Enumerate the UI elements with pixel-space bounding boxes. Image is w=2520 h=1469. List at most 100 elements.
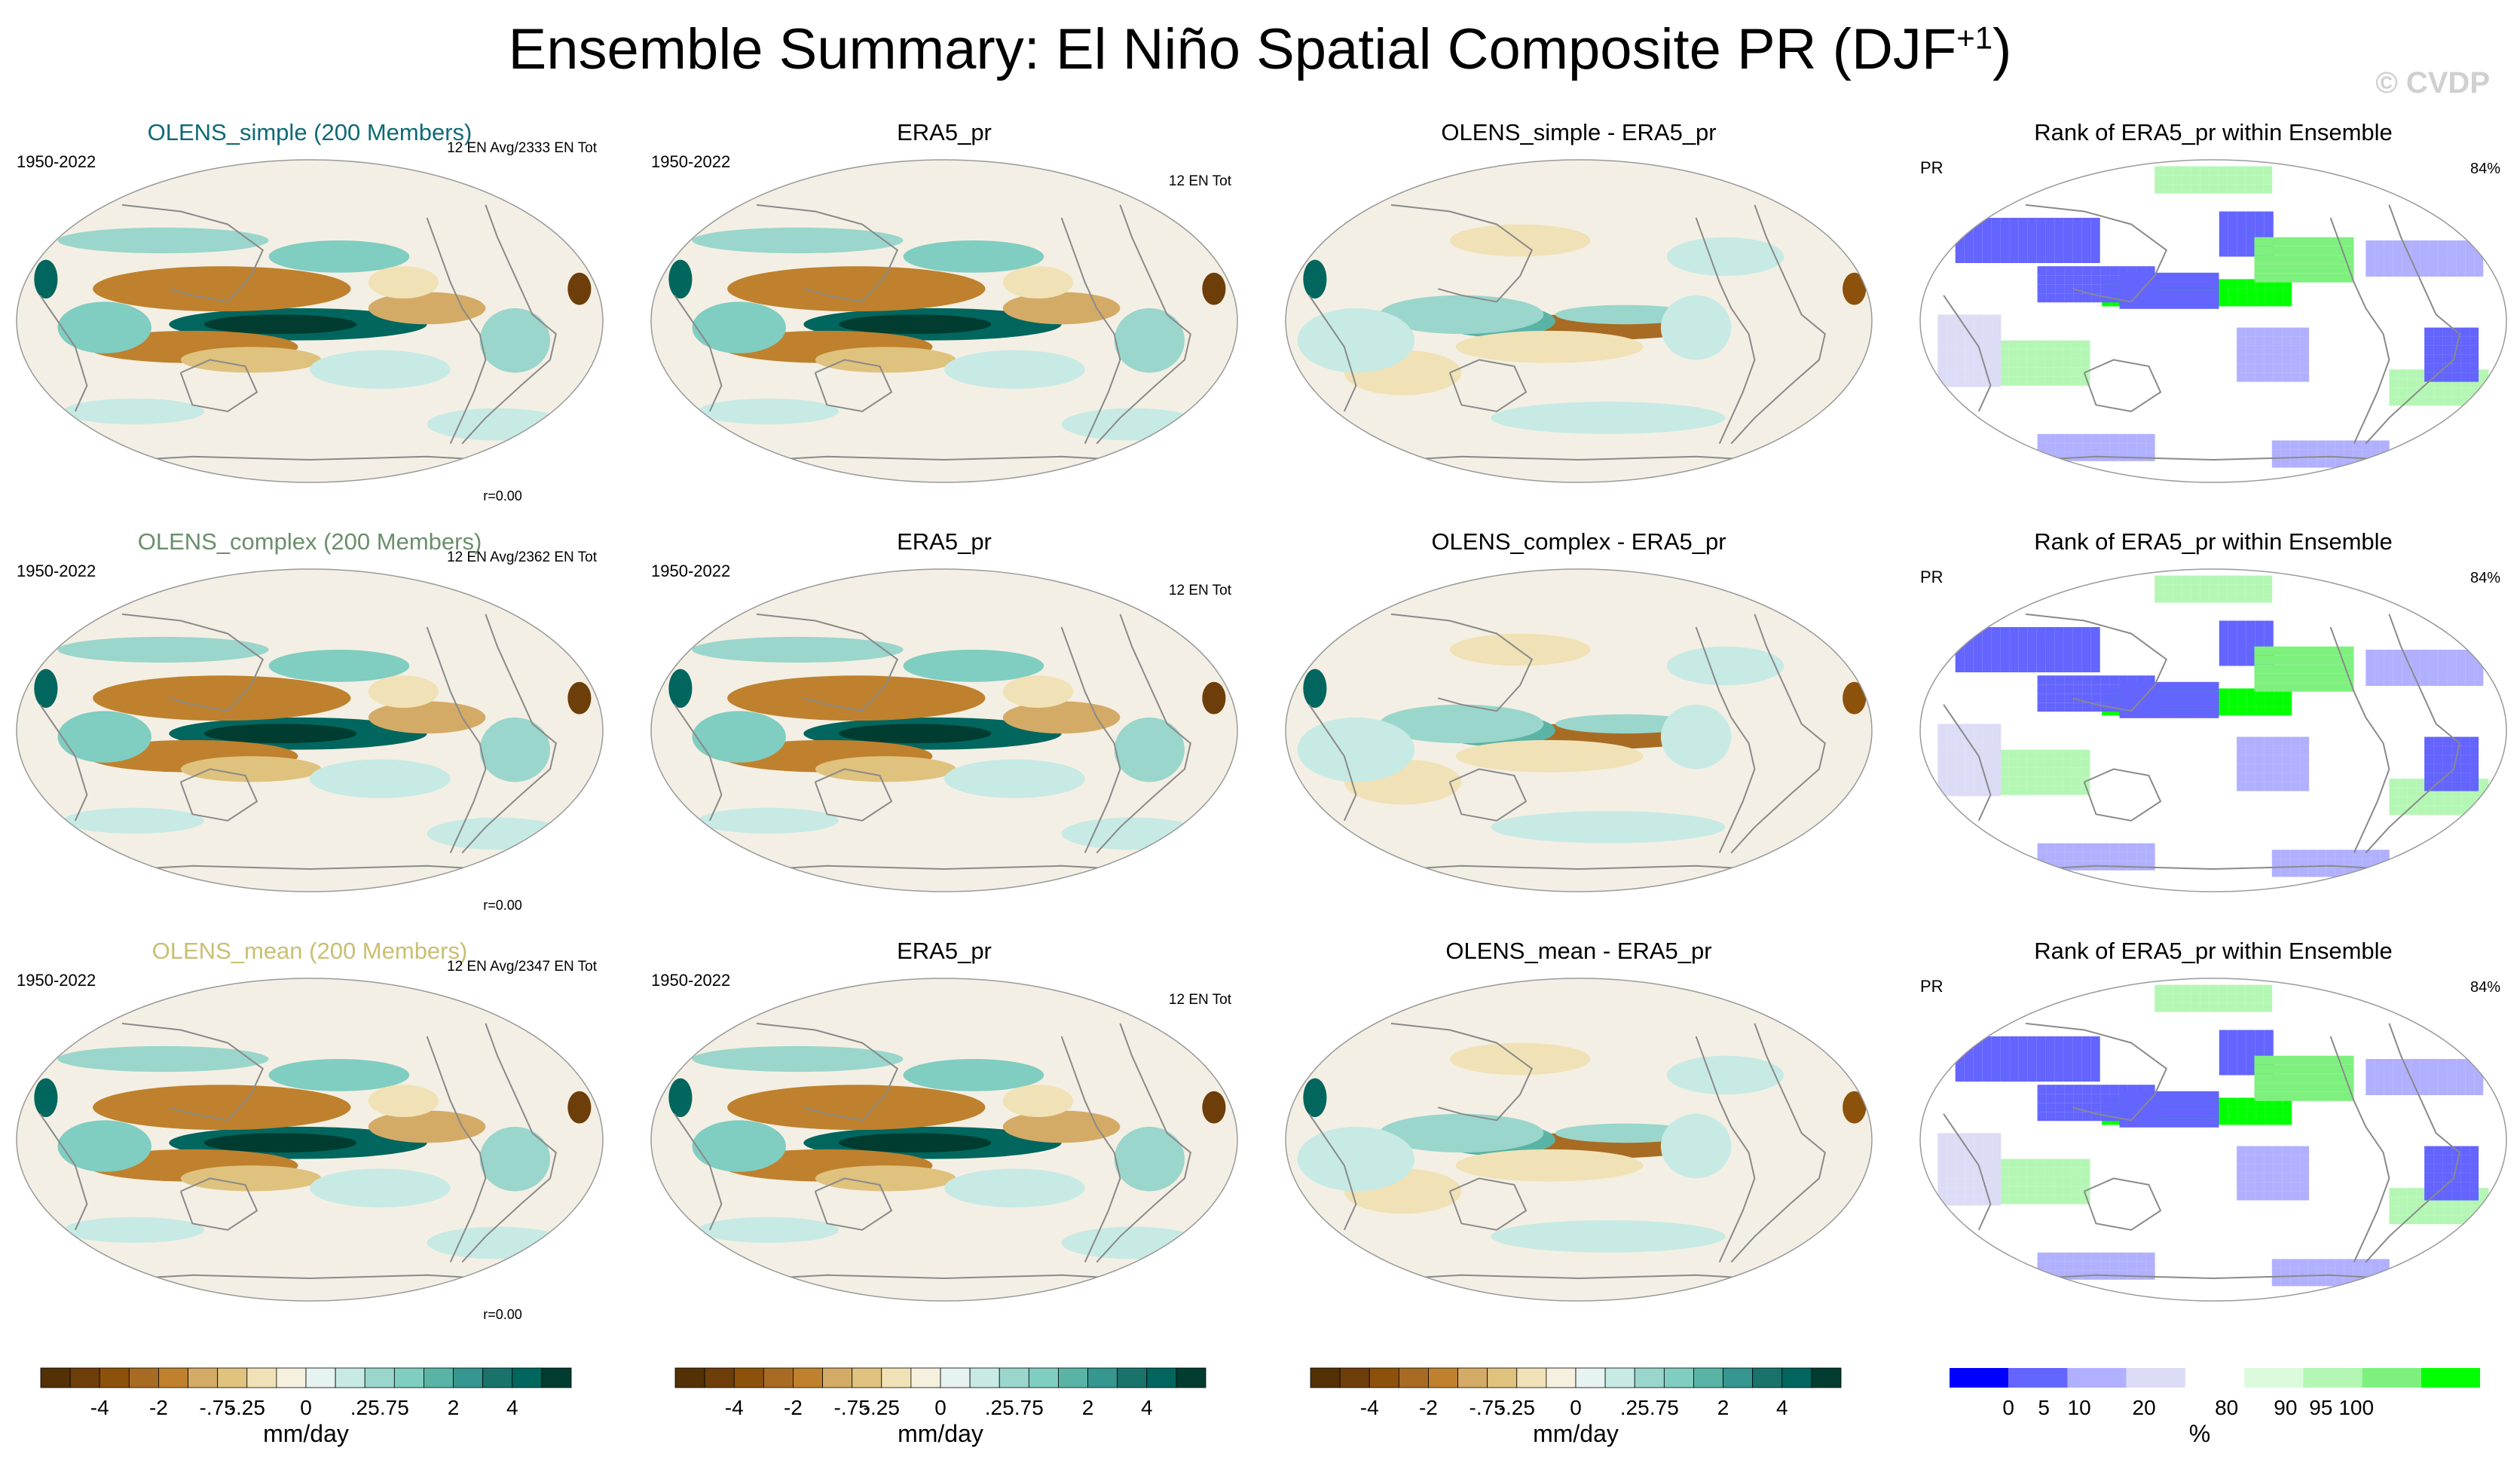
rank-cell	[2420, 659, 2430, 668]
rank-cell	[2434, 1215, 2444, 1225]
rank-cell	[2442, 1155, 2452, 1164]
rank-cell	[2009, 236, 2019, 245]
period-label: 1950-2022	[17, 152, 96, 171]
rank-map	[1919, 159, 2507, 483]
rank-cell	[1964, 245, 1974, 254]
rank-cell	[1955, 654, 1965, 663]
rank-cell	[2460, 327, 2470, 337]
colorbar-swatch	[2362, 1368, 2421, 1388]
coastline	[426, 217, 487, 445]
rank-cell	[2307, 868, 2317, 877]
rank-cell	[2054, 1158, 2063, 1168]
rank-cell	[2200, 1118, 2210, 1128]
rank-cell	[2335, 849, 2344, 859]
rank-cell	[2026, 1186, 2036, 1195]
rank-cell	[2027, 218, 2037, 227]
rank-cell	[2460, 363, 2470, 373]
rank-cell	[2371, 458, 2381, 468]
rank-cell	[2402, 1068, 2411, 1077]
rank-cell	[2456, 249, 2466, 259]
rank-cell	[2245, 1002, 2255, 1012]
rank-cell	[1947, 314, 1956, 324]
pr-anomaly-blob	[57, 711, 151, 763]
rank-cell	[2470, 1215, 2480, 1225]
rank-cell	[1992, 314, 2002, 324]
rank-cell	[2227, 184, 2237, 194]
rank-cell	[2420, 1086, 2430, 1095]
rank-cell	[2271, 1277, 2281, 1287]
rank-cell	[2237, 1146, 2246, 1155]
rank-cell	[2136, 1112, 2146, 1122]
pr-anomaly-blob	[1455, 1149, 1644, 1182]
rank-cell	[2091, 433, 2101, 443]
rank-cell	[1983, 1160, 1992, 1170]
colorbar-unit-label: %	[2189, 1420, 2210, 1447]
rank-cell	[1974, 724, 1983, 733]
rank-cell	[2254, 682, 2264, 692]
rank-cell	[2173, 575, 2182, 585]
rank-cell	[2273, 782, 2283, 791]
rank-cell	[2209, 593, 2219, 603]
rank-cell	[2255, 1173, 2265, 1183]
pr-anomaly-blob	[1061, 817, 1203, 850]
rank-cell	[2090, 627, 2100, 636]
coastline	[2365, 614, 2460, 854]
rank-cell	[2118, 852, 2128, 862]
rank-cell	[2273, 363, 2283, 373]
rank-cell	[2254, 1055, 2264, 1065]
rank-cell	[1983, 751, 1992, 761]
rank-cell	[2416, 797, 2426, 806]
rank-cell	[1937, 1178, 1947, 1188]
rank-cell	[2281, 1091, 2291, 1101]
rank-cell	[2210, 290, 2219, 300]
rank-cell	[2479, 797, 2489, 806]
colorbar-tick-label: -.75	[834, 1396, 870, 1419]
rank-cell	[1983, 1169, 1992, 1179]
rank-cell	[1965, 332, 1974, 342]
colorbar-swatch	[1339, 1367, 1370, 1388]
rank-cell	[2438, 677, 2448, 686]
period-label: 1950-2022	[17, 971, 96, 990]
rank-cell	[2182, 1118, 2192, 1128]
rank-cell	[2384, 1068, 2393, 1077]
rank-cell	[2283, 297, 2292, 307]
rank-cell	[1965, 724, 1974, 733]
rank-cell	[2255, 697, 2265, 707]
rank-cell	[1947, 341, 1956, 351]
rank-cell	[1974, 378, 1983, 387]
rank-cell	[2300, 736, 2310, 746]
rank-cell	[2254, 184, 2264, 194]
rank-cell	[2026, 776, 2036, 786]
pr-anomaly-blob	[727, 1085, 986, 1131]
rank-cell	[2073, 861, 2083, 871]
rank-cell	[2237, 1155, 2246, 1164]
rank-cell	[2264, 1048, 2274, 1057]
rank-cell	[1973, 654, 1983, 663]
colorbar-tick-label: 2	[1082, 1396, 1094, 1419]
rank-cell	[2236, 184, 2246, 194]
rank-cell	[2280, 458, 2290, 468]
rank-cell	[2317, 646, 2327, 656]
rank-cell	[2182, 575, 2191, 585]
rank-cell	[2046, 675, 2056, 685]
rank-cell	[2335, 868, 2344, 877]
rank-cell	[1999, 376, 2009, 386]
rank-cell	[2273, 736, 2283, 746]
rank-cell	[2479, 1206, 2489, 1216]
rank-cell	[2063, 236, 2073, 245]
rank-cell	[2055, 442, 2065, 452]
rank-cell	[2081, 1168, 2090, 1177]
rank-cell	[2008, 358, 2018, 368]
rank-cell	[1964, 1036, 1974, 1045]
colorbar-swatch	[158, 1367, 188, 1388]
rank-cell	[2255, 211, 2265, 221]
rank-cell	[1937, 1133, 1947, 1143]
rank-cell	[2219, 1048, 2228, 1057]
rank-cell	[2073, 852, 2083, 862]
rank-cell	[2271, 858, 2281, 868]
rank-cell	[1937, 751, 1947, 761]
rank-cell	[2254, 575, 2264, 585]
rank-cell	[1956, 1178, 1965, 1188]
rank-cell	[2273, 773, 2283, 782]
rank-cell	[2447, 240, 2457, 249]
